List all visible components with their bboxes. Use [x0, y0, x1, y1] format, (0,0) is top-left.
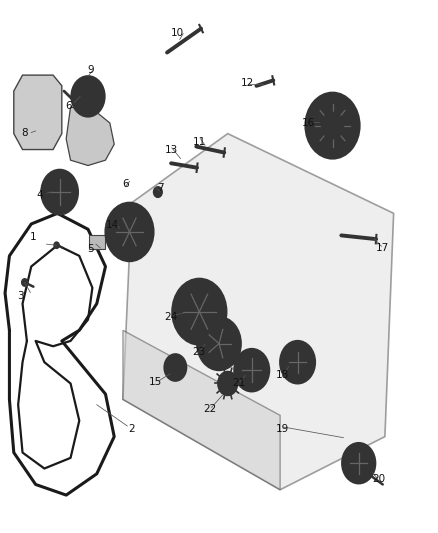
Text: 4: 4 — [37, 190, 43, 200]
Text: 16: 16 — [302, 118, 315, 128]
Text: 3: 3 — [17, 290, 24, 301]
Circle shape — [106, 203, 153, 261]
Circle shape — [71, 76, 105, 117]
Text: 15: 15 — [149, 377, 162, 387]
Text: 24: 24 — [164, 312, 177, 322]
Circle shape — [49, 179, 70, 205]
Text: 9: 9 — [87, 65, 93, 75]
Circle shape — [183, 292, 216, 332]
Circle shape — [153, 187, 162, 197]
Text: 2: 2 — [128, 424, 135, 434]
Circle shape — [305, 93, 360, 159]
Polygon shape — [123, 134, 394, 490]
Text: 17: 17 — [376, 243, 389, 253]
Circle shape — [242, 359, 261, 382]
Circle shape — [280, 341, 315, 383]
Text: 14: 14 — [106, 220, 119, 230]
Text: 13: 13 — [164, 144, 177, 155]
Circle shape — [342, 443, 375, 483]
Circle shape — [350, 453, 367, 474]
Circle shape — [79, 86, 97, 107]
Circle shape — [172, 279, 226, 345]
Circle shape — [197, 317, 241, 370]
Polygon shape — [66, 107, 114, 165]
Circle shape — [54, 242, 59, 248]
Circle shape — [170, 361, 180, 374]
Circle shape — [218, 372, 237, 395]
Text: 10: 10 — [171, 28, 184, 38]
Circle shape — [207, 329, 231, 359]
Circle shape — [21, 279, 28, 286]
Text: 23: 23 — [193, 346, 206, 357]
Text: 6: 6 — [122, 179, 128, 189]
Text: 12: 12 — [241, 78, 254, 88]
Text: 8: 8 — [21, 127, 28, 138]
Text: 6: 6 — [65, 101, 72, 111]
Polygon shape — [14, 75, 62, 150]
Text: 7: 7 — [157, 183, 163, 193]
Text: 11: 11 — [193, 136, 206, 147]
Text: 21: 21 — [232, 378, 245, 389]
Text: 18: 18 — [276, 370, 289, 381]
Polygon shape — [123, 330, 280, 490]
FancyBboxPatch shape — [89, 235, 105, 249]
Text: 19: 19 — [276, 424, 289, 434]
Text: 22: 22 — [204, 404, 217, 414]
Text: 1: 1 — [30, 232, 37, 243]
Circle shape — [164, 354, 186, 381]
Circle shape — [117, 216, 143, 248]
Circle shape — [315, 104, 350, 147]
Circle shape — [234, 349, 269, 391]
Circle shape — [289, 352, 306, 373]
Text: 5: 5 — [87, 245, 93, 254]
Circle shape — [321, 112, 343, 139]
Text: 20: 20 — [372, 474, 385, 484]
Circle shape — [41, 169, 78, 214]
